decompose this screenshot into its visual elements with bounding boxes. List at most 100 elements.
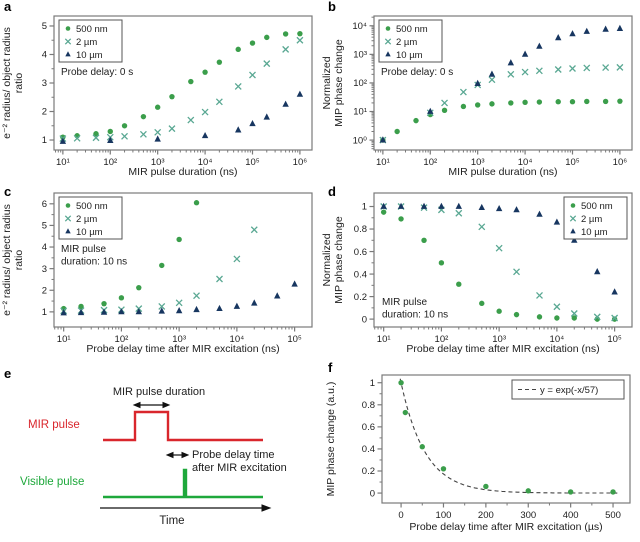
panel-b-letter: b [328,0,336,14]
data-point [169,93,175,100]
time-axis-label: Time [159,515,184,527]
tick-label: 10⁴ [518,157,533,168]
data-point [440,466,447,472]
data-point [489,101,495,107]
tick-label: 1 [42,307,47,318]
data-point [379,136,387,143]
legend-entry: 10 µm [581,227,608,238]
data-point [394,128,400,135]
tick-label: 10⁴ [352,21,367,32]
data-point [216,59,223,65]
data-point [64,38,72,45]
data-point [297,30,303,37]
data-point [570,228,576,234]
data-point [158,307,165,314]
data-point [193,305,200,313]
data-point [385,51,391,57]
data-point [235,46,241,53]
data-point [59,137,67,144]
tick-label: 5 [42,221,47,232]
data-point [507,70,515,78]
y-axis-label: ratio [13,250,25,271]
data-point [456,281,462,287]
data-point [60,134,66,140]
y-axis-label: MIP phase change (a.u.) [325,382,337,497]
plot-annotation: Probe delay: 0 s [61,67,133,78]
data-point [60,309,67,316]
data-point [513,311,520,318]
chart-a: 10¹ 10² 10³ 10⁴ 10⁵ 10⁶ 1 2 3 4 5 MIR pulse duratio… [1,15,313,178]
data-point [201,108,209,116]
visible-pulse-label: Visible pulse [20,476,84,488]
data-point [602,64,610,72]
data-point [488,70,496,77]
plot-frame [381,374,631,504]
data-point [107,128,113,135]
data-point [234,82,242,90]
pulse-duration-arrow [132,401,171,409]
tick-label: 0 [362,314,367,325]
data-point [427,107,434,114]
tick-label: 10⁵ [245,157,260,168]
tick-label: 10⁵ [565,157,580,168]
tick-label: 10¹ [353,107,367,118]
data-point [525,488,531,494]
data-point [474,79,481,86]
series-2-µm [379,63,624,144]
data-point [187,116,195,124]
data-point [296,36,304,44]
data-point [188,78,194,85]
tick-label: 0.2 [362,466,375,477]
data-point [616,24,624,31]
data-point [264,34,270,41]
tick-label: 10⁴ [550,334,565,345]
data-point [536,314,543,320]
data-point [100,308,108,315]
data-point [136,284,142,291]
data-point [65,228,71,234]
data-point [419,444,425,450]
data-point [77,308,85,316]
series-10-µm [60,280,298,316]
x-axis-ticks: 0 100 200 300 400 500 [398,503,621,521]
data-point [118,308,125,315]
data-point [154,135,161,142]
data-point [282,31,289,37]
legend-entry: y = exp(-x/57) [540,385,598,396]
data-point [567,489,574,495]
y-axis-ticks: 1 2 3 4 5 6 [42,199,54,318]
data-point [251,299,258,306]
data-point [154,128,162,136]
data-point [536,210,543,217]
data-point [569,99,576,105]
data-point [536,42,543,49]
legend-entry: 500 nm [76,201,108,212]
tick-label: 10⁴ [198,157,213,168]
x-axis-ticks: 10¹ 10² 10³ 10⁴ 10⁵ 10⁶ [55,150,307,168]
data-point [101,300,107,307]
annotation-line: Probe delay: 0 s [61,67,133,78]
data-point [93,131,99,137]
data-point [64,215,72,222]
data-point [413,117,419,124]
data-point [555,99,561,105]
data-point [553,218,561,225]
tick-label: 10⁵ [287,334,302,345]
y-axis-label: e⁻² radius/ object radius [1,27,13,139]
x-axis-ticks: 10¹ 10² 10³ 10⁴ 10⁵ 10⁶ [375,150,627,168]
tick-label: 4 [42,50,47,61]
mir-pulse-label: MIR pulse [28,419,80,431]
data-point [296,90,304,97]
panel-d: d 10¹ 10² 10³ 10⁴ 10⁵ 0 0.2 0.4 0.6 0.8 1 Probe del… [320,185,640,365]
data-point [535,67,543,75]
x-axis-label: Probe delay time after MIR excitation (n… [86,343,279,355]
tick-label: 10¹ [377,334,391,345]
tick-label: 0.8 [354,224,367,235]
y-axis-ticks: 0 0.2 0.4 0.6 0.8 1 [362,378,382,499]
data-point [92,134,100,142]
data-point [385,26,391,31]
data-point [488,76,496,84]
data-point [215,98,223,106]
data-point [495,204,503,212]
